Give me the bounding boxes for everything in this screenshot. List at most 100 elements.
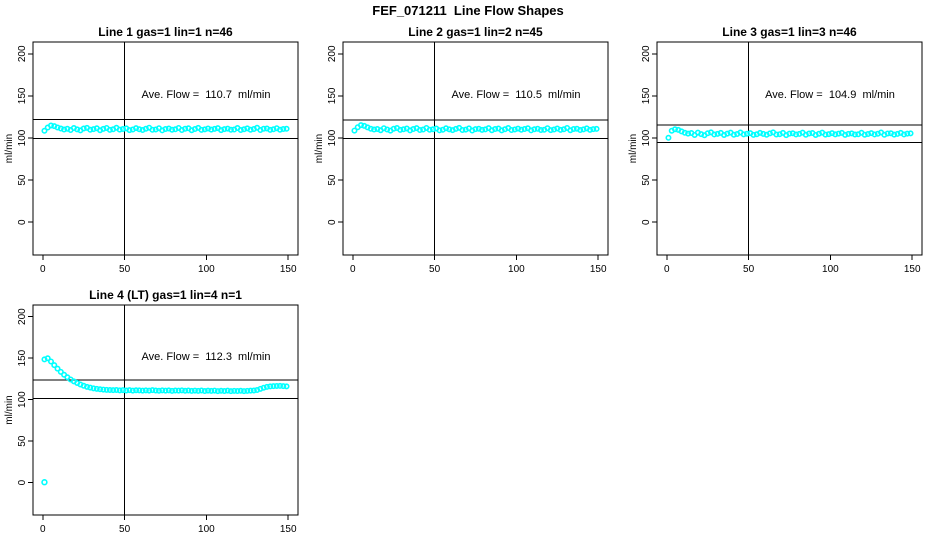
data-point [773, 131, 780, 138]
data-point [518, 126, 525, 133]
panel-2-annotation: Ave. Flow = 110.5 ml/min [451, 89, 581, 101]
y-tick-label: 50 [17, 435, 28, 447]
x-tick-label: 0 [40, 524, 46, 535]
data-point [865, 131, 872, 138]
data-point [528, 127, 535, 134]
data-point [103, 386, 110, 393]
data-point [806, 130, 813, 137]
data-point [884, 130, 891, 137]
data-point [198, 126, 205, 133]
data-point [237, 126, 244, 133]
data-point [44, 355, 51, 362]
data-point [201, 387, 208, 394]
x-tick-label: 100 [198, 524, 215, 535]
data-point [901, 131, 908, 138]
data-point [277, 382, 284, 389]
data-point [97, 386, 104, 393]
y-axis-label: ml/min [4, 395, 15, 424]
data-point [221, 126, 228, 133]
data-point [54, 365, 61, 372]
data-point [429, 126, 436, 133]
data-point [182, 387, 189, 394]
data-point [280, 125, 287, 132]
data-point [169, 387, 176, 394]
data-point [750, 131, 757, 138]
data-point [87, 384, 94, 391]
data-point [825, 131, 832, 138]
x-tick-label: 50 [119, 524, 131, 535]
data-point [93, 385, 100, 392]
panel-4-title: Line 4 (LT) gas=1 lin=4 n=1 [89, 288, 242, 302]
plot-box [656, 41, 923, 256]
data-point [227, 126, 234, 133]
data-point [119, 387, 126, 394]
data-point [139, 387, 146, 394]
data-point [590, 126, 597, 133]
data-point [110, 387, 117, 394]
data-point [133, 387, 140, 394]
data-point [152, 387, 159, 394]
data-point [851, 131, 858, 138]
data-point [273, 383, 280, 390]
data-point [191, 387, 198, 394]
data-point [714, 130, 721, 137]
y-axis-label: ml/min [4, 134, 15, 163]
y-tick-label: 200 [17, 308, 28, 325]
data-point [175, 387, 182, 394]
y-axis-label: ml/min [628, 134, 639, 163]
data-point [459, 126, 466, 133]
y-tick-label: 100 [641, 129, 652, 146]
y-tick-label: 50 [641, 174, 652, 186]
data-point [136, 126, 143, 133]
data-point [198, 387, 205, 394]
data-point-outlier [41, 479, 48, 486]
data-point [531, 126, 538, 133]
data-point [57, 368, 64, 375]
data-point [90, 385, 97, 392]
data-point [367, 125, 374, 132]
data-point [165, 387, 172, 394]
data-point [743, 130, 750, 137]
data-point [136, 387, 143, 394]
y-tick-label: 0 [641, 219, 652, 225]
data-point [724, 130, 731, 137]
plot-box [342, 41, 609, 256]
data-point [263, 383, 270, 390]
data-point [47, 122, 54, 129]
data-point [234, 387, 241, 394]
data-point [871, 131, 878, 138]
data-point [211, 125, 218, 132]
data-point [822, 131, 829, 138]
data-point [521, 126, 528, 133]
data-point [106, 386, 113, 393]
data-point [116, 126, 123, 133]
x-tick-label: 50 [119, 264, 131, 275]
data-point [891, 131, 898, 138]
data-point [149, 387, 156, 394]
data-point [188, 387, 195, 394]
data-point [577, 127, 584, 134]
data-point [665, 134, 672, 141]
x-tick-label: 50 [429, 264, 441, 275]
y-tick-label: 150 [17, 349, 28, 366]
panel-1-annotation: Ave. Flow = 110.7 ml/min [141, 89, 271, 101]
data-point [129, 387, 136, 394]
x-tick-label: 100 [198, 264, 215, 275]
data-point [740, 131, 747, 138]
data-point [351, 127, 358, 134]
y-tick-label: 100 [17, 129, 28, 146]
y-tick-label: 50 [17, 174, 28, 186]
data-point [766, 130, 773, 137]
data-point [861, 131, 868, 138]
data-point [511, 126, 518, 133]
data-point [570, 125, 577, 132]
data-point [270, 383, 277, 390]
data-point [159, 387, 166, 394]
y-tick-label: 100 [17, 391, 28, 408]
data-point [551, 126, 558, 133]
panel-1-title: Line 1 gas=1 lin=1 n=46 [98, 25, 233, 39]
data-point [587, 126, 594, 133]
panel-3-title: Line 3 gas=1 lin=3 n=46 [722, 25, 857, 39]
